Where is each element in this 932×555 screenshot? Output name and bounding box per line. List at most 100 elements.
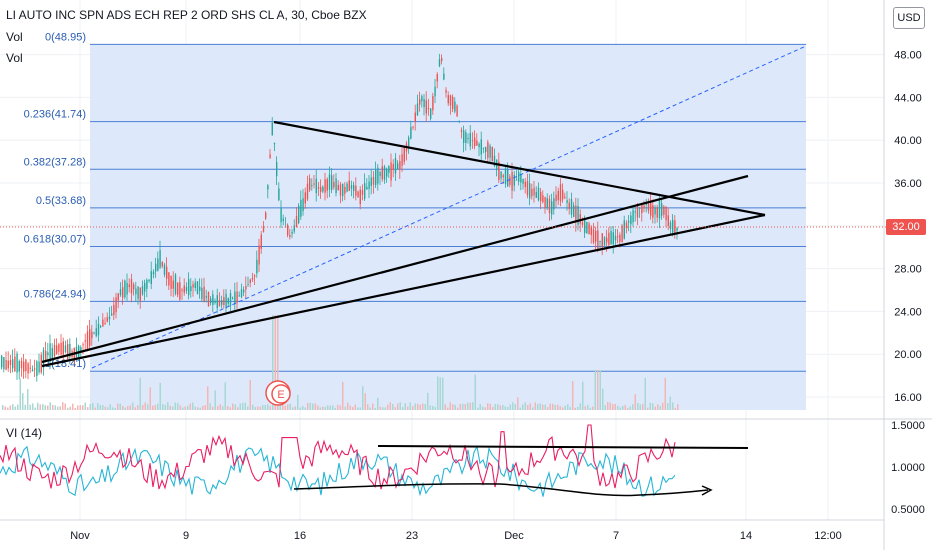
volume-bar: [212, 406, 214, 410]
volume-bar: [667, 403, 669, 410]
candle-body: [58, 344, 60, 352]
volume-bar: [379, 406, 381, 410]
candle-body: [295, 216, 298, 227]
candle-body: [432, 96, 434, 111]
candle-body: [562, 189, 564, 200]
volume-bar: [532, 407, 534, 410]
drawing-lines[interactable]: [41, 45, 807, 369]
candle-body: [298, 205, 300, 224]
volume-bar: [524, 402, 526, 410]
currency-button[interactable]: USD: [893, 7, 925, 29]
volume-bar: [407, 406, 409, 410]
volume-bar: [502, 404, 504, 410]
candle-body: [377, 167, 379, 184]
candle-body: [559, 184, 562, 202]
volume-bar: [457, 407, 459, 410]
volume-bar: [172, 406, 174, 410]
volume-bar: [249, 380, 251, 410]
price-candles: [1, 53, 678, 382]
volume-bar: [404, 403, 406, 410]
volume-bar: [112, 407, 114, 410]
lower-support-line[interactable]: [41, 213, 766, 368]
volume-bar: [397, 403, 399, 410]
vi-resistance-line[interactable]: [377, 445, 749, 449]
candle-body: [293, 225, 295, 232]
volume-bar: [37, 402, 39, 410]
volume-bar: [169, 405, 171, 410]
volume-bar: [362, 386, 364, 410]
candle-body: [155, 263, 157, 272]
volume-bar: [179, 405, 181, 410]
candle-body: [531, 188, 533, 197]
price-tick-label: 20.00: [894, 349, 922, 361]
candle-body: [12, 359, 14, 369]
volume-label-1[interactable]: Vol: [6, 30, 23, 44]
time-axis[interactable]: Nov 9 16 23 Dec 7 14 12:00: [70, 530, 842, 542]
candle-body: [489, 145, 491, 158]
volume-bar: [272, 315, 274, 410]
candle-body: [458, 120, 460, 122]
candle-body: [240, 289, 243, 298]
candle-body: [29, 367, 31, 369]
earnings-marker[interactable]: E: [265, 380, 291, 406]
volume-bar: [79, 405, 81, 410]
volume-bar: [117, 403, 119, 410]
volume-bar: [107, 407, 109, 410]
vi-drawings[interactable]: [293, 445, 749, 497]
candle-body: [86, 331, 89, 350]
candle-body: [625, 222, 628, 229]
volume-bar: [609, 402, 611, 410]
volume-bar: [274, 315, 276, 410]
candle-body: [414, 112, 416, 122]
volume-bar: [47, 405, 49, 410]
candle-body: [139, 287, 141, 301]
candle-body: [509, 176, 511, 185]
candle-body: [487, 142, 489, 158]
volume-bar: [547, 407, 549, 410]
candle-body: [174, 274, 177, 294]
price-tick-label: 36.00: [894, 178, 922, 190]
candle-body: [273, 143, 276, 145]
volume-bar: [384, 407, 386, 410]
volume-bar: [184, 406, 186, 410]
vi-curved-arrow[interactable]: [293, 483, 709, 497]
candle-body: [225, 293, 227, 309]
fib-level-label: 0.786(24.94): [24, 288, 86, 300]
dashed-trendline[interactable]: [91, 45, 807, 369]
volume-bar: [472, 402, 474, 410]
volume-bar: [604, 405, 606, 410]
fib-level-label: 0.382(37.28): [24, 156, 86, 168]
volume-bar: [159, 382, 161, 410]
symbol-title[interactable]: LI AUTO INC SPN ADS ECH REP 2 ORD SHS CL…: [6, 8, 367, 22]
candle-body: [5, 359, 7, 370]
volume-bar: [227, 405, 229, 410]
volume-bar: [277, 315, 279, 410]
candle-body: [628, 220, 630, 223]
candle-body: [320, 186, 322, 192]
candle-body: [223, 297, 225, 305]
candle-body: [423, 98, 425, 108]
candle-body: [212, 294, 214, 306]
volume-bar: [334, 407, 336, 410]
indicator-axis[interactable]: 1.5000 1.0000 0.5000: [891, 420, 925, 516]
volume-bar: [632, 404, 634, 410]
price-tick-label: 40.00: [894, 135, 922, 147]
candle-body: [375, 169, 377, 186]
rising-channel-line[interactable]: [41, 174, 749, 364]
candle-body: [485, 146, 487, 153]
upper-resistance-line[interactable]: [273, 120, 766, 217]
volume-bar: [319, 407, 321, 410]
candle-body: [42, 349, 45, 368]
candle-body: [522, 178, 524, 184]
volume-bar: [637, 403, 639, 410]
price-axis[interactable]: 48.00 44.00 40.00 36.00 28.00 24.00 20.00 16.00: [894, 50, 922, 404]
candle-body: [53, 344, 56, 357]
candle-body: [397, 163, 399, 170]
candle-body: [436, 74, 438, 82]
candle-body: [564, 196, 566, 198]
volume-label-2[interactable]: Vol: [6, 51, 23, 65]
candle-body: [603, 237, 606, 246]
volume-bar: [529, 403, 531, 410]
